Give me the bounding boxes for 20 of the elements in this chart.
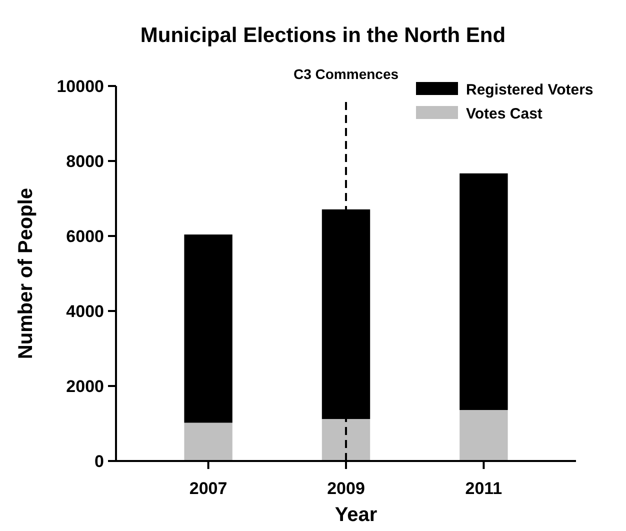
ref-line-label: C3 Commences — [293, 66, 399, 82]
bar — [460, 410, 508, 461]
y-tick-label: 2000 — [66, 376, 104, 396]
bar — [322, 419, 370, 461]
y-tick-label: 10000 — [56, 76, 104, 96]
legend-label: Votes Cast — [466, 105, 542, 122]
y-tick-label: 4000 — [66, 302, 104, 321]
y-tick-label: 6000 — [66, 226, 104, 246]
x-tick-label: 2007 — [189, 479, 228, 498]
bar — [460, 173, 508, 410]
x-tick-label: 2009 — [327, 479, 365, 498]
y-tick-label: 8000 — [66, 152, 104, 171]
chart-title: Municipal Elections in the North End — [140, 24, 506, 47]
y-axis-title: Number of People — [15, 188, 37, 360]
x-axis-title: Year — [334, 504, 378, 526]
legend-label: Registered Voters — [466, 81, 594, 98]
x-tick-label: 2011 — [465, 479, 502, 498]
bar — [184, 234, 232, 423]
bar — [184, 422, 232, 461]
y-tick-label: 0 — [94, 452, 104, 471]
